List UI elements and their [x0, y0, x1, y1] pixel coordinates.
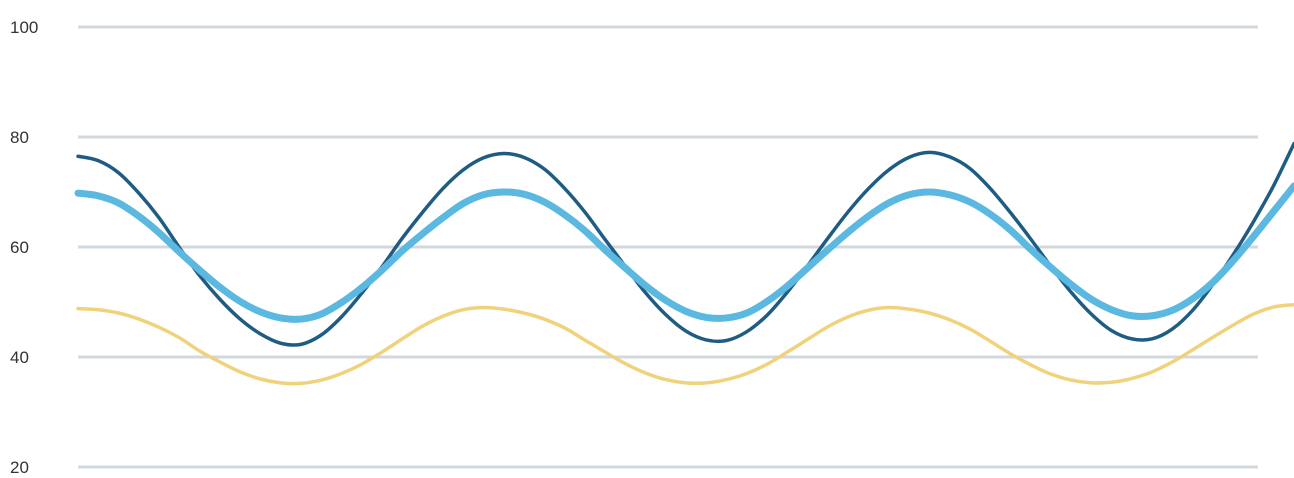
series-line-3: [76, 303, 1294, 386]
y-tick-label-20: 20: [10, 458, 29, 477]
y-tick-label-60: 60: [10, 238, 29, 257]
series-lines: [74, 141, 1294, 386]
series-line-2: [74, 182, 1294, 323]
y-tick-label-80: 80: [10, 128, 29, 147]
grid-lines: [78, 25, 1258, 469]
series-line-1: [76, 141, 1294, 347]
y-tick-label-100: 100: [10, 18, 38, 37]
y-tick-label-40: 40: [10, 348, 29, 367]
y-axis-tick-labels: 20 40 60 80 100: [10, 18, 38, 477]
